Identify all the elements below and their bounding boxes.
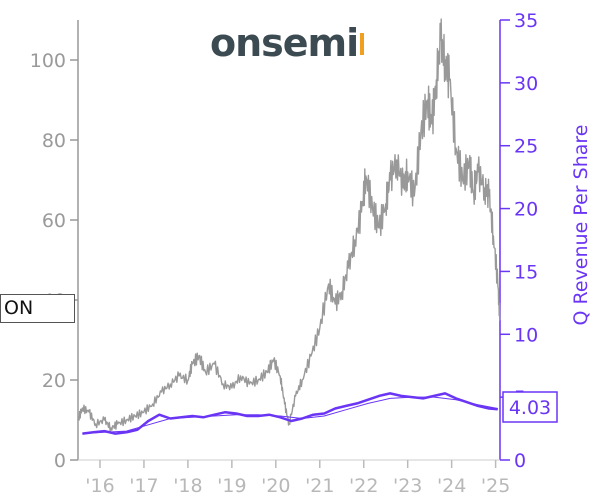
left-tick-label: 60 [42,210,66,232]
right-axis-label: Q Revenue Per Share [570,125,592,326]
x-tick-label: '17 [129,475,158,497]
x-tick-label: '19 [217,475,246,497]
last-value-text: 4.03 [509,397,551,419]
x-tick-label: '23 [393,475,422,497]
right-tick-label: 15 [514,261,538,283]
right-tick-label: 10 [514,324,538,346]
right-tick-label: 20 [514,199,538,221]
x-tick-label: '18 [173,475,202,497]
revenue-trend-line [82,396,498,435]
left-tick-label: 20 [42,370,66,392]
price-series-line [77,18,501,432]
revenue-per-share-line [82,392,498,435]
logo-accent-mark [360,33,364,55]
left-tick-label: 0 [54,450,66,472]
left-tick-label: 100 [30,50,66,72]
x-tick-label: '16 [85,475,114,497]
x-axis-ticks: '16 '17 '18 '19 '20 '21 '22 '23 '24 '25 [85,460,510,497]
series-layer [77,18,501,435]
logo-text: onsemi [210,21,358,65]
right-tick-label: 35 [514,10,538,32]
onsemi-logo: onsemi [210,21,364,65]
left-tick-label: 80 [42,130,66,152]
right-tick-label: 30 [514,73,538,95]
right-tick-label: 25 [514,136,538,158]
x-tick-label: '24 [437,475,466,497]
last-value-box [502,391,558,423]
x-tick-label: '22 [349,475,378,497]
ticker-label-box: ON [0,294,75,323]
right-axis-ticks: 05101520253035 [500,10,538,472]
ticker-label: ON [4,297,34,319]
right-tick-label: 0 [514,450,526,472]
x-tick-label: '25 [481,475,510,497]
left-axis-ticks: 020406080100 [30,50,78,472]
last-value-badge: 4.03 [502,391,558,423]
x-tick-label: '20 [261,475,290,497]
x-tick-label: '21 [305,475,334,497]
